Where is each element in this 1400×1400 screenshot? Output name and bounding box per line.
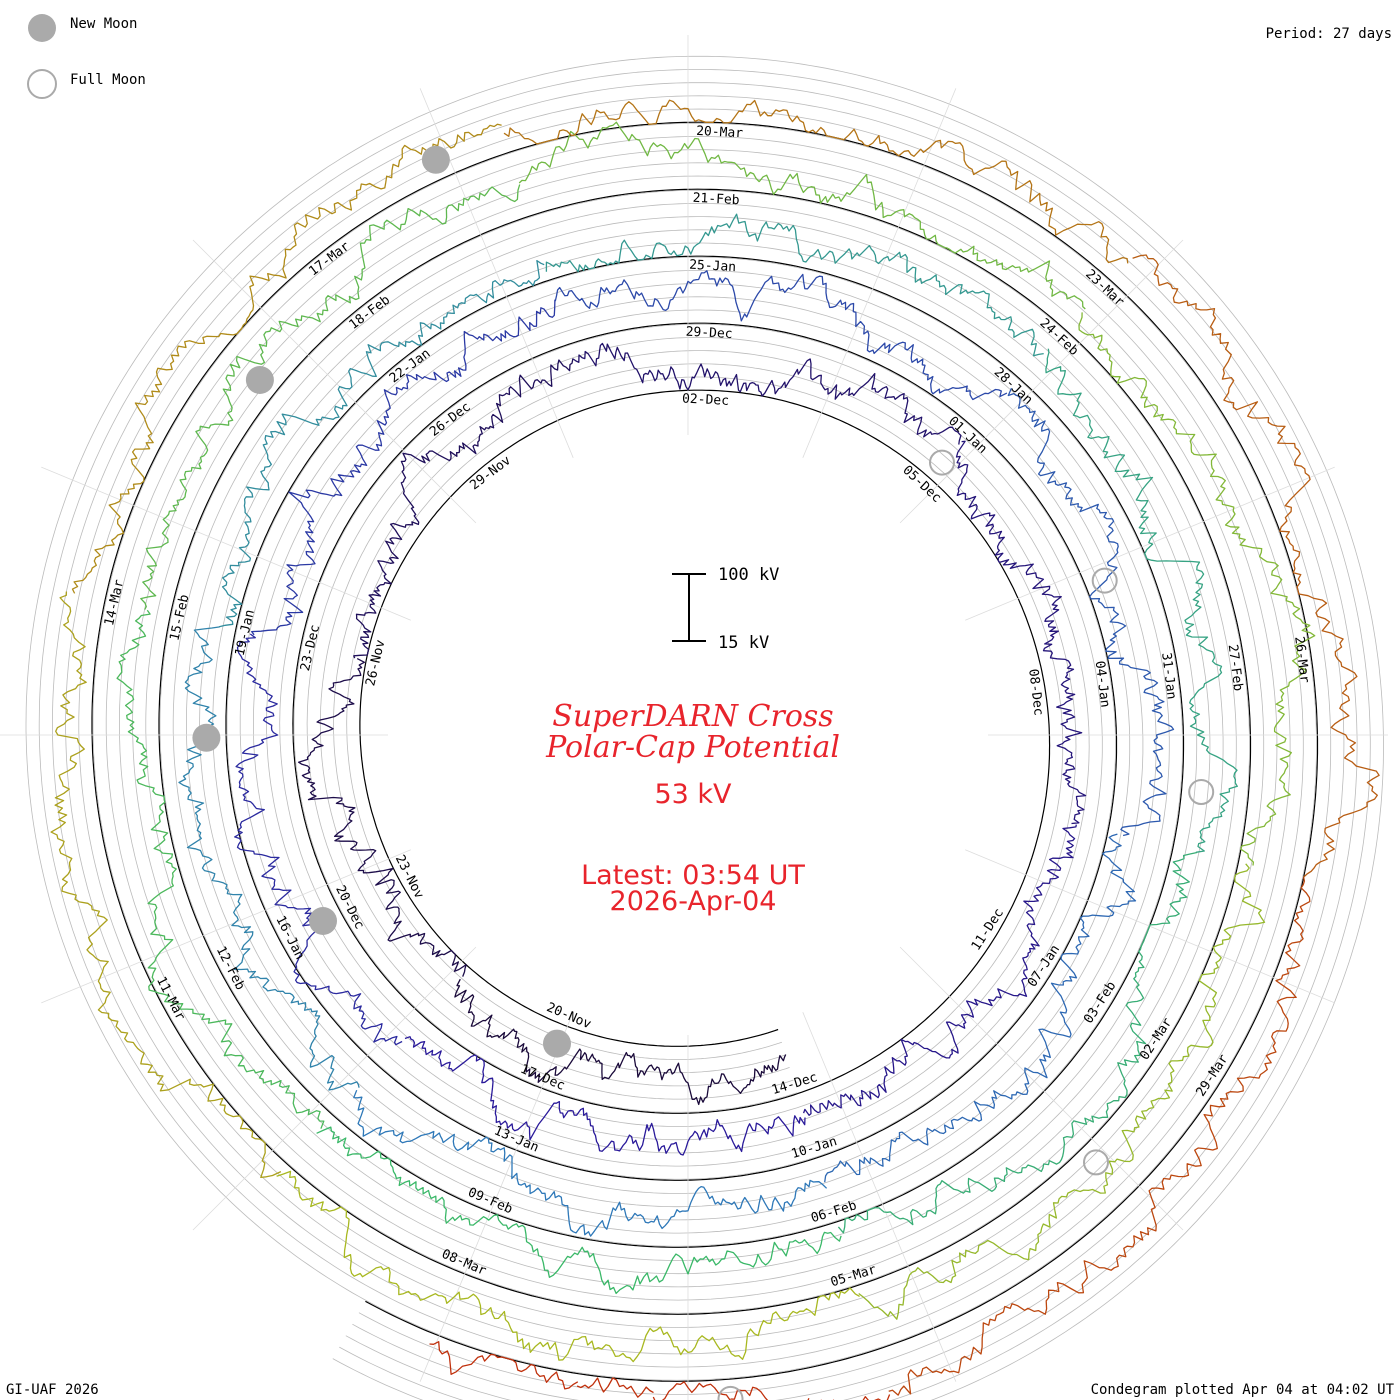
series-line-6	[576, 1377, 654, 1398]
date-label: 12-Feb	[213, 944, 248, 993]
credit-label: GI-UAF 2026	[6, 1382, 99, 1398]
radial-grid-line	[41, 466, 411, 621]
series-line-4	[858, 863, 1266, 1320]
data-layer	[50, 99, 1380, 1400]
baseline-spiral	[91, 121, 1319, 1382]
series-line-4	[518, 121, 1086, 310]
series-line-5	[71, 123, 502, 594]
radial-grid-line	[899, 239, 1184, 524]
chart-title-line1: SuperDARN Cross	[552, 699, 833, 734]
series-line-3	[1045, 348, 1238, 853]
series-line-2	[1007, 387, 1175, 837]
new-moon-marker	[543, 1029, 571, 1058]
series-line-6	[730, 1386, 810, 1400]
full-moon-marker	[717, 1385, 744, 1400]
full-moon-legend-icon	[27, 69, 57, 99]
series-line-4	[116, 609, 325, 1129]
series-line-1	[955, 440, 1087, 825]
date-label: 25-Jan	[689, 258, 737, 275]
series-line-5	[888, 876, 1311, 1396]
series-line-3	[545, 213, 1044, 357]
moon-layer	[192, 145, 1215, 1400]
full-moon-marker	[1091, 567, 1118, 594]
series-line-4	[1078, 312, 1316, 866]
scale-bar: 100 kV 15 kV	[672, 565, 779, 653]
scale-bottom-label: 15 kV	[718, 633, 769, 653]
series-line-1	[572, 342, 962, 445]
date-label: 29-Dec	[685, 325, 733, 342]
period-label: Period: 27 days	[1266, 26, 1392, 42]
date-label: 26-Nov	[363, 638, 388, 687]
new-moon-marker	[245, 366, 274, 394]
full-moon-marker	[929, 449, 955, 476]
grid-spiral-4	[38, 69, 1371, 1400]
grid-spiral-1	[78, 108, 1332, 1395]
radial-grid-line	[419, 1012, 574, 1382]
date-label: 04-Jan	[1092, 660, 1113, 708]
date-label: 02-Dec	[682, 391, 730, 408]
series-line-5	[276, 1170, 860, 1363]
date-label: 27-Feb	[1225, 644, 1246, 693]
series-line-3	[353, 1089, 828, 1237]
date-label: 08-Dec	[1025, 668, 1046, 716]
series-line-2	[234, 633, 403, 1046]
radial-grid-line	[419, 88, 574, 458]
new-moon-legend-label: New Moon	[70, 16, 137, 32]
series-line-2	[251, 299, 556, 636]
full-moon-marker	[1083, 1149, 1109, 1176]
current-value: 53 kV	[654, 779, 732, 810]
series-line-4	[316, 1126, 842, 1295]
date-label: 31-Jan	[1158, 652, 1179, 700]
radial-grid-line	[802, 88, 957, 458]
date-label: 26-Mar	[1291, 635, 1312, 684]
grid-spiral-5	[25, 55, 1384, 1400]
series-line-3	[219, 259, 545, 628]
series-line-1	[802, 824, 1077, 1116]
date-label: 20-Mar	[696, 124, 744, 141]
series-line-5	[503, 99, 1129, 264]
series-line-6	[652, 1381, 731, 1400]
radial-grid-line	[899, 946, 1184, 1231]
series-line-6	[429, 1341, 506, 1375]
date-label: 16-Jan	[272, 914, 307, 963]
series-line-3	[178, 626, 360, 1091]
new-moon-marker	[309, 907, 337, 935]
series-line-1	[454, 978, 787, 1106]
plotted-label: Condegram plotted Apr 04 at 04:02 UT	[1091, 1382, 1395, 1398]
series-line-3	[837, 851, 1198, 1234]
series-line-1	[353, 358, 574, 659]
series-line-5	[50, 591, 282, 1179]
chart-title-line2: Polar-Cap Potential	[545, 730, 840, 765]
grid-spiral-3	[52, 82, 1358, 1400]
new-moon-marker	[192, 723, 221, 752]
date-label: 23-Nov	[392, 853, 427, 902]
series-line-4	[140, 184, 521, 610]
series-line-2	[404, 1036, 806, 1156]
series-line-5	[1132, 254, 1380, 878]
date-label: 11-Dec	[969, 906, 1007, 954]
radial-grid-line	[192, 239, 477, 524]
date-label: 21-Feb	[692, 191, 740, 208]
full-moon-marker	[1188, 779, 1215, 805]
radial-grid-line	[802, 1012, 957, 1382]
new-moon-legend-icon	[28, 14, 56, 42]
series-line-1	[297, 658, 467, 977]
latest-time: Latest: 03:54 UT	[581, 860, 805, 891]
series-line-2	[554, 270, 1008, 401]
date-label: 23-Mar	[1082, 267, 1127, 310]
new-moon-marker	[421, 145, 450, 174]
date-label: 11-Mar	[153, 974, 188, 1023]
series-line-6	[505, 1357, 579, 1390]
radial-grid-line	[41, 849, 411, 1004]
date-label: 20-Dec	[332, 883, 367, 932]
full-moon-legend-label: Full Moon	[70, 72, 146, 88]
scale-top-label: 100 kV	[718, 565, 779, 585]
latest-date: 2026-Apr-04	[610, 886, 777, 917]
series-line-2	[824, 833, 1137, 1183]
